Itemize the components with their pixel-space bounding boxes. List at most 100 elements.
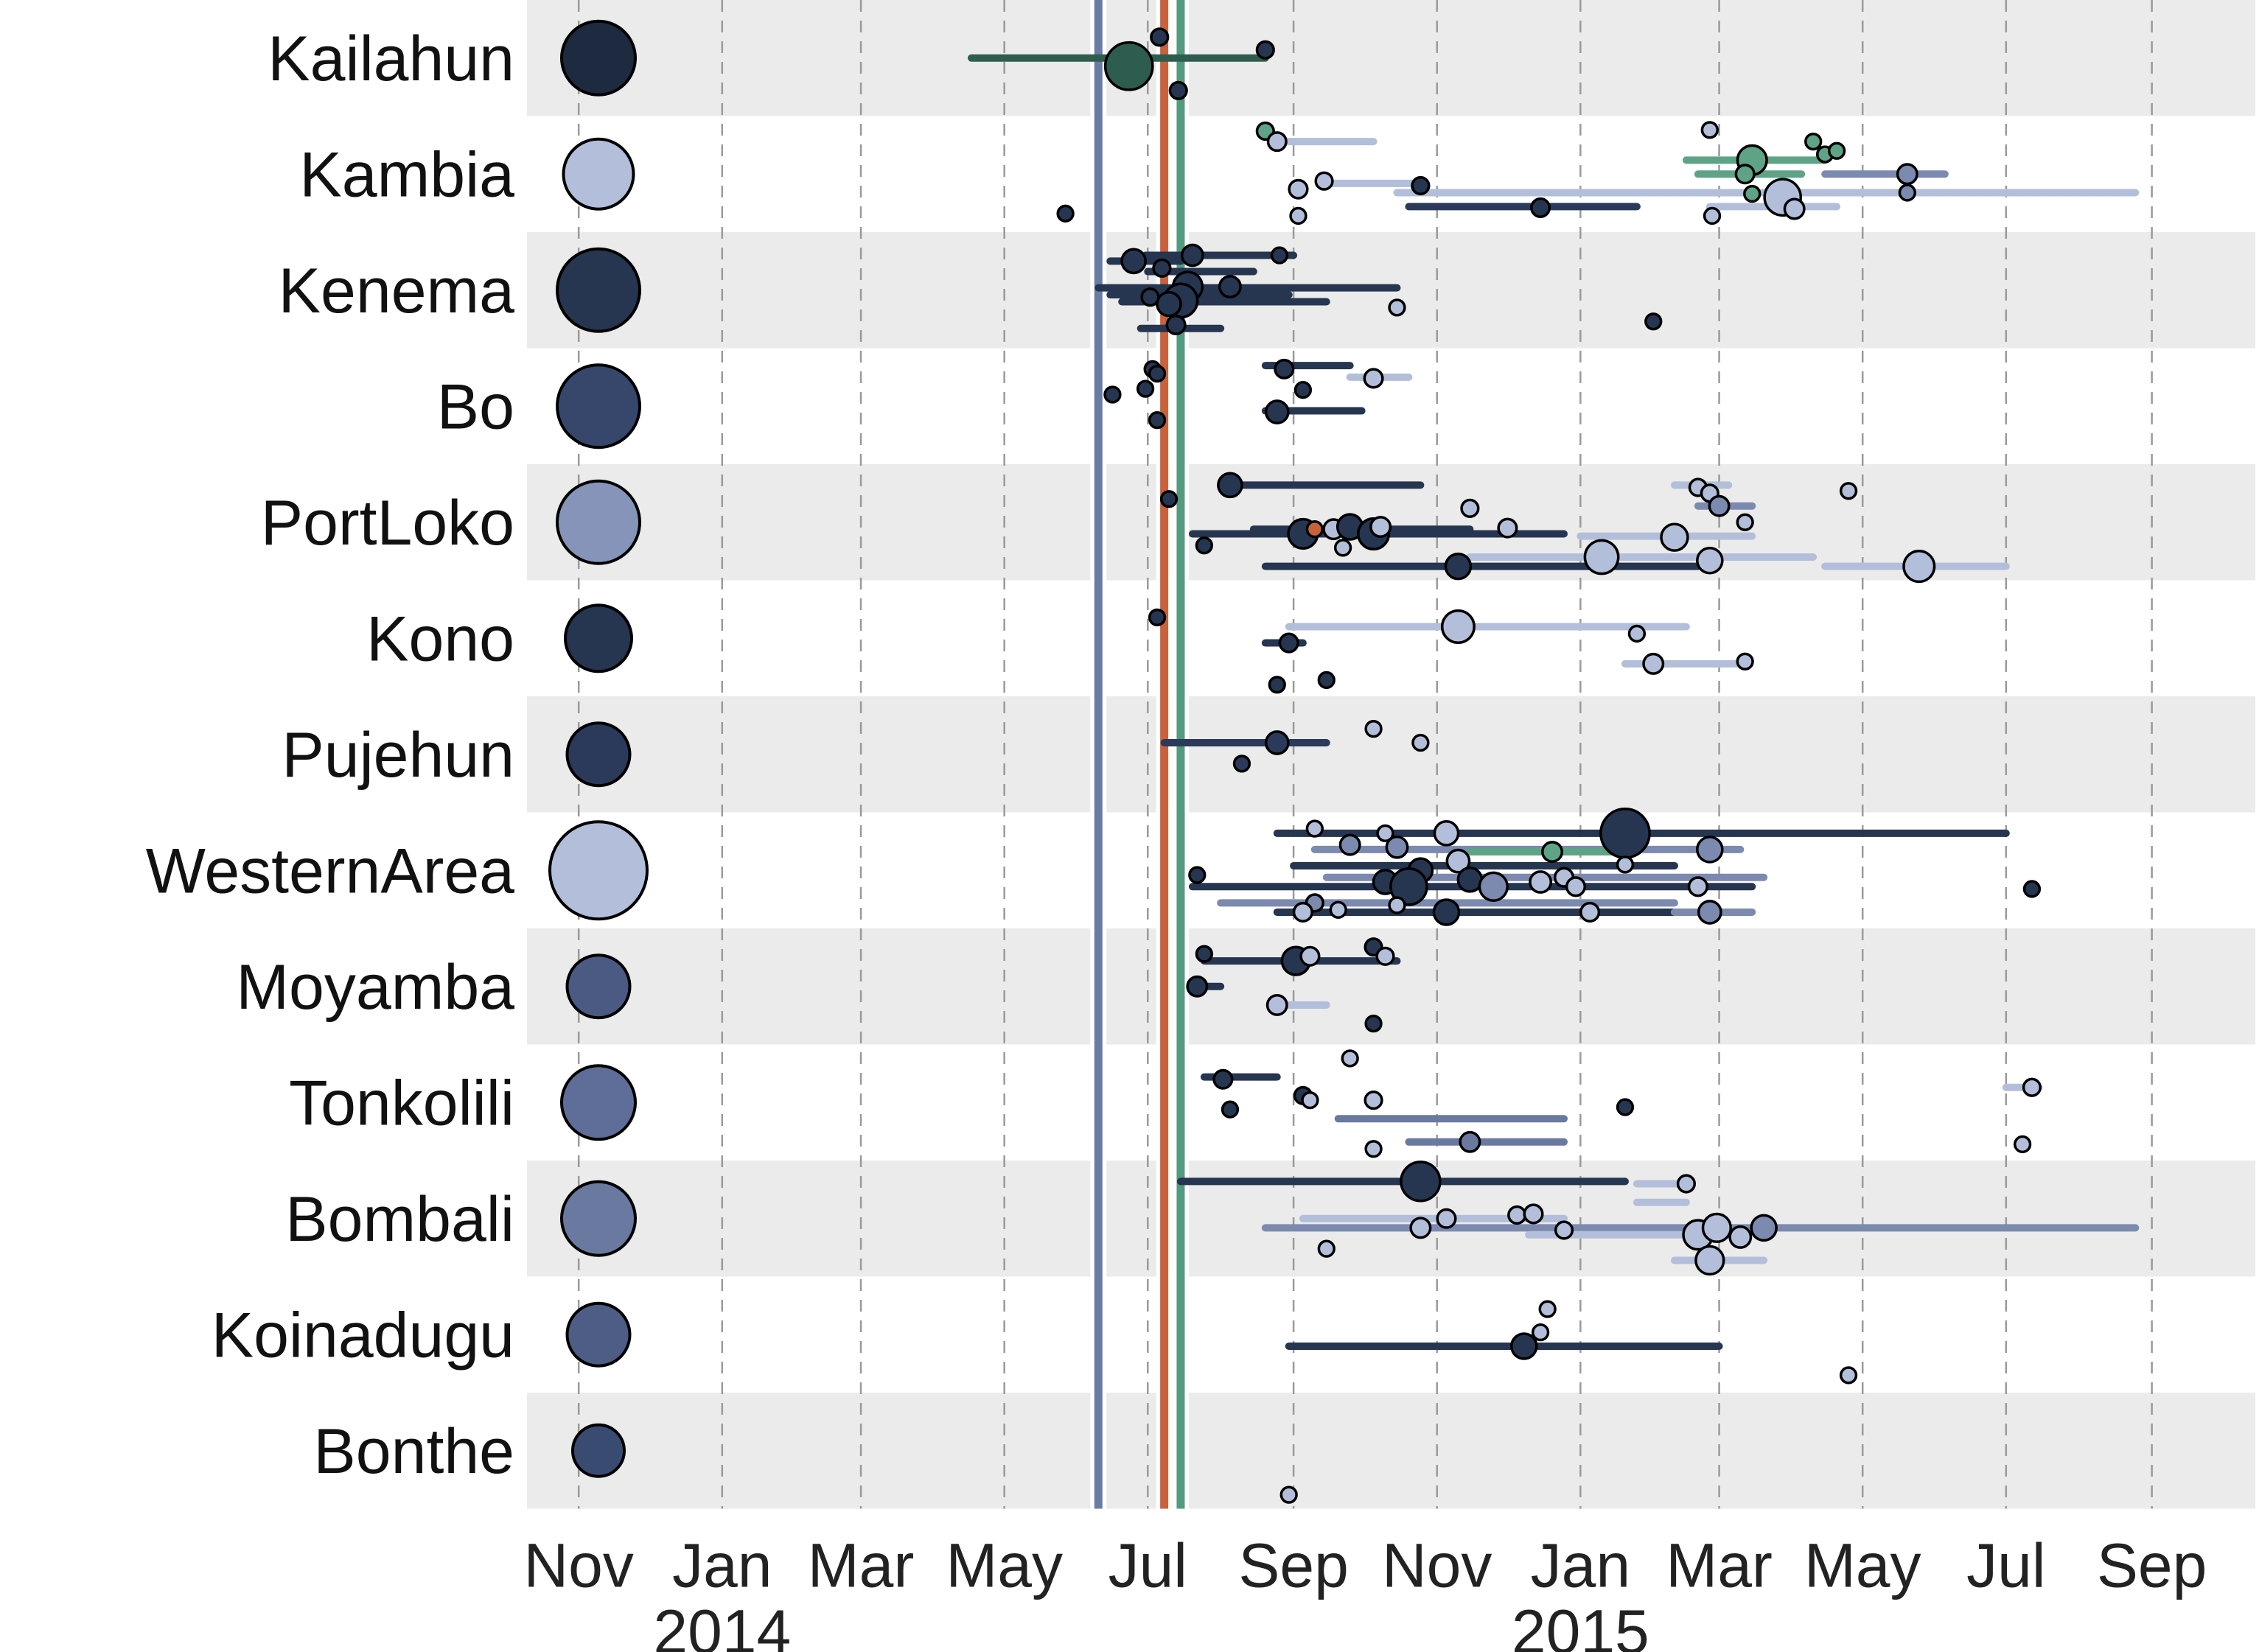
sample-point [1264,399,1290,424]
sample-point [1400,1161,1442,1203]
sample-point [1255,40,1275,60]
sample-point [1700,121,1719,139]
x-tick-label: Nov [1382,1531,1492,1600]
sample-point [1804,133,1823,151]
row-marker-kenema [556,247,641,333]
sample-point [1736,513,1754,531]
sample-point [1265,993,1288,1016]
sample-point [1266,131,1288,153]
sample-point [1364,1091,1383,1110]
row-labels: Kailahun Kambia Kenema Bo PortLoko Kono Pujehu… [146,24,514,1487]
sample-point [1152,258,1172,278]
row-marker-moyamba [565,953,632,1020]
sample-point [1165,314,1187,336]
sample-point [1459,1130,1481,1153]
row-label-kenema: Kenema [279,256,514,326]
sample-point [1292,901,1313,923]
sample-point [1627,624,1647,643]
sample-point [1599,808,1651,859]
sample-point [1317,1239,1336,1258]
date-gridlines [577,0,2153,1509]
sample-point [1301,1091,1319,1110]
sample-point [1120,248,1147,275]
sample-point [1750,1214,1778,1242]
row-marker-koinadugu [565,1301,632,1368]
sample-point [1708,494,1731,517]
sample-point [1333,539,1352,557]
sample-point [1375,946,1395,966]
sample-point [1195,945,1214,963]
sample-point [1363,368,1384,389]
row-marker-kono [564,603,633,673]
sample-point [1694,1245,1725,1276]
sample-point [1103,385,1122,404]
x-tick-label: May [946,1531,1063,1600]
sample-point [1388,896,1406,914]
sample-point [1338,833,1361,856]
sample-point [1531,1323,1550,1342]
sample-point [1268,676,1286,694]
sample-point [1642,652,1665,675]
sample-point [1218,275,1242,298]
sample-point [1195,536,1214,555]
row-label-pujehun: Pujehun [282,720,514,791]
sample-point [1186,975,1209,998]
sample-point [1341,1049,1359,1068]
row-label-bombali: Bombali [285,1184,514,1255]
sample-point [1660,522,1689,552]
sample-point [1217,472,1243,499]
row-label-kambia: Kambia [299,139,514,210]
sample-point [1279,1485,1298,1504]
sample-point [1148,411,1167,430]
row-marker-bonthe [571,1423,626,1478]
sample-point [1329,900,1347,919]
row-label-kono: Kono [366,603,514,674]
sample-point [1364,719,1383,738]
sample-point [1538,1300,1557,1318]
sample-point [1827,141,1846,160]
sample-point [1898,183,1916,202]
sample-point [1565,876,1586,897]
sample-point [1445,848,1471,874]
sample-point [1159,490,1179,508]
sample-point [1168,80,1188,100]
sample-point [1616,855,1635,874]
sample-point [1460,498,1480,518]
row-marker-bombali [560,1180,637,1257]
x-tick-label: May [1804,1531,1921,1600]
sample-point [1103,41,1154,91]
sample-point [1156,290,1182,318]
x-tick-label: Nov [523,1531,633,1600]
sample-point [1369,516,1392,539]
row-label-koinadugu: Koinadugu [212,1300,514,1371]
sample-point [1696,546,1724,575]
sample-point [1299,945,1321,967]
row-marker-bo [556,363,641,449]
sample-point [1314,171,1334,191]
x-tick-label: Jan [1531,1531,1630,1600]
sample-point [1274,358,1295,379]
sample-point [1839,1366,1858,1385]
sample-point [1364,1015,1383,1033]
x-tick-label: Sep [1238,1531,1348,1600]
row-band [527,696,2255,813]
sample-point [1440,609,1476,644]
row-marker-tonkolili [560,1064,637,1141]
sample-point [1432,898,1461,926]
sample-point [1743,184,1762,203]
sample-point [1221,1100,1240,1119]
sample-point [1444,552,1473,581]
sample-point [1433,820,1460,847]
x-tick-label: Sep [2097,1531,2207,1600]
sample-point [1270,246,1289,265]
sample-point [1478,871,1509,902]
sample-point [1140,287,1160,307]
sample-point [1734,164,1756,185]
sample-point [1697,900,1722,925]
sample-point [1376,824,1394,842]
event-lines [1090,0,1189,1509]
sample-point [1728,1225,1753,1249]
row-marker-pujehun [565,721,632,788]
sample-point [2022,1077,2042,1097]
sample-point [1180,243,1204,267]
